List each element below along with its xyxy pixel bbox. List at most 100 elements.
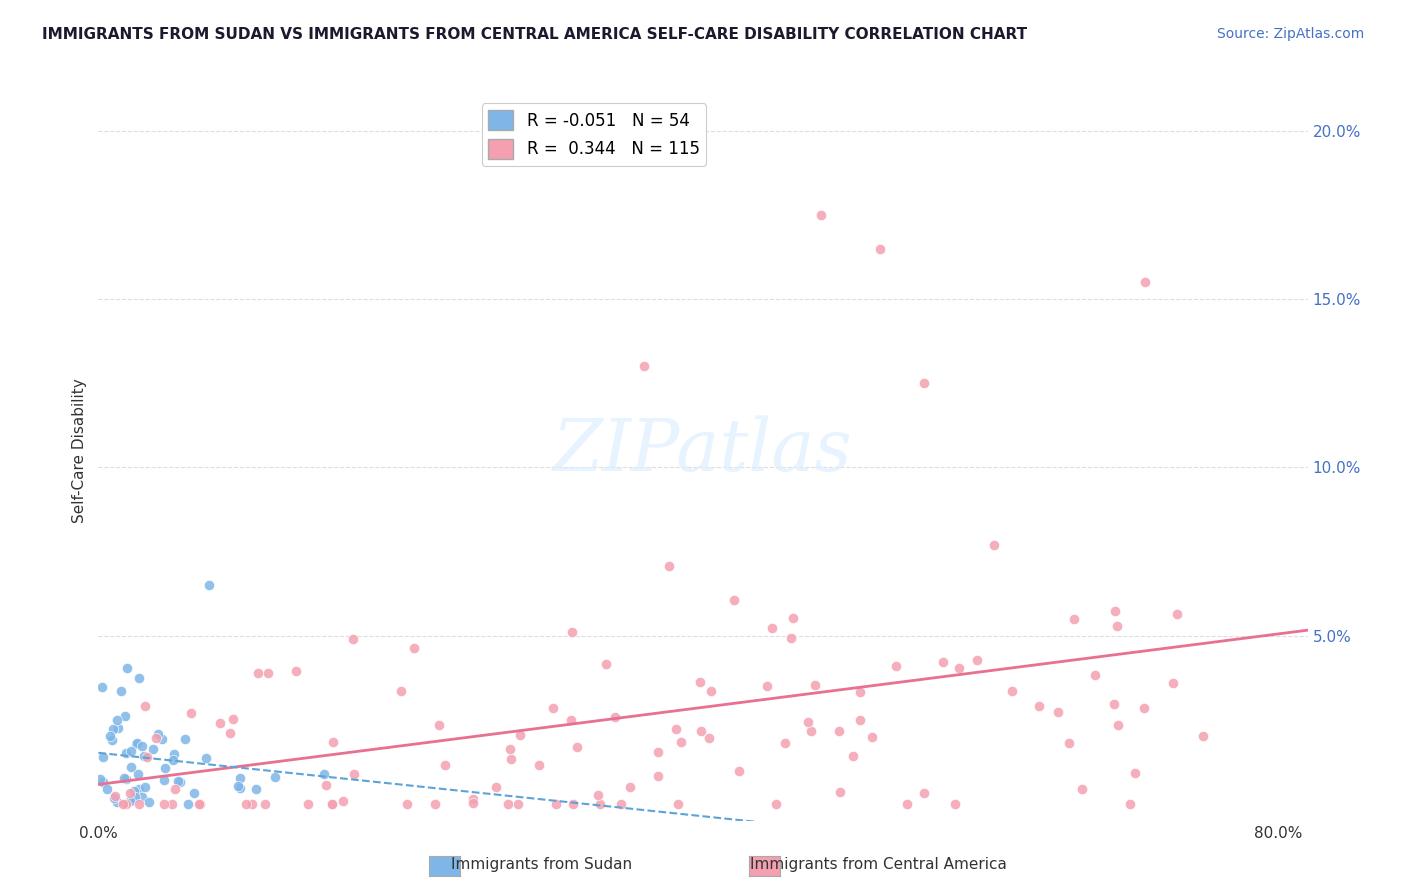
Text: Immigrants from Central America: Immigrants from Central America	[751, 857, 1007, 872]
Point	[761, 621, 783, 635]
Point	[1123, 765, 1146, 780]
Point	[869, 242, 891, 256]
Point	[177, 797, 200, 811]
Point	[242, 797, 264, 811]
Point	[782, 611, 804, 625]
Point	[765, 797, 787, 811]
Point	[665, 722, 688, 736]
Point	[256, 666, 278, 681]
Point	[128, 797, 150, 811]
Point	[658, 558, 681, 573]
Text: Source: ZipAtlas.com: Source: ZipAtlas.com	[1216, 27, 1364, 41]
Point	[162, 797, 184, 811]
Point	[120, 760, 142, 774]
Point	[138, 795, 160, 809]
Point	[180, 706, 202, 720]
Text: ZIPatlas: ZIPatlas	[553, 415, 853, 486]
Point	[125, 736, 148, 750]
Point	[560, 713, 582, 727]
Point	[1135, 275, 1157, 289]
Point	[141, 742, 163, 756]
Point	[498, 742, 520, 756]
Point	[152, 772, 174, 787]
Point	[114, 708, 136, 723]
Point	[561, 797, 583, 811]
Point	[198, 578, 221, 592]
Point	[112, 797, 135, 811]
Point	[187, 797, 209, 811]
Point	[828, 723, 851, 738]
Point	[1105, 618, 1128, 632]
Y-axis label: Self-Care Disability: Self-Care Disability	[72, 378, 87, 523]
Point	[860, 731, 883, 745]
Point	[689, 723, 711, 738]
Point	[848, 713, 870, 727]
Point	[896, 797, 918, 811]
Point	[124, 737, 146, 751]
Point	[115, 772, 138, 786]
Point	[264, 770, 287, 784]
Point	[433, 758, 456, 772]
Point	[332, 794, 354, 808]
Point	[221, 712, 243, 726]
Point	[245, 781, 267, 796]
Point	[395, 797, 418, 811]
Point	[115, 797, 138, 811]
Point	[110, 683, 132, 698]
Point	[120, 744, 142, 758]
Point	[115, 661, 138, 675]
Point	[104, 789, 127, 803]
Point	[127, 767, 149, 781]
Point	[1104, 604, 1126, 618]
Point	[208, 716, 231, 731]
Point	[1119, 797, 1142, 811]
Point	[527, 758, 550, 772]
Point	[89, 772, 111, 786]
Point	[254, 797, 277, 811]
Point	[983, 538, 1005, 552]
Point	[586, 789, 609, 803]
Point	[966, 653, 988, 667]
Point	[633, 359, 655, 374]
Point	[124, 790, 146, 805]
Point	[461, 792, 484, 806]
Point	[153, 797, 176, 811]
Point	[886, 658, 908, 673]
Point	[425, 797, 447, 811]
Point	[128, 781, 150, 796]
Point	[849, 685, 872, 699]
Point	[567, 739, 589, 754]
Point	[321, 797, 343, 811]
Point	[1001, 684, 1024, 698]
Point	[112, 771, 135, 785]
Point	[155, 760, 177, 774]
Point	[165, 782, 187, 797]
Point	[229, 780, 252, 795]
Point	[803, 678, 825, 692]
Point	[810, 208, 832, 222]
Point	[589, 797, 612, 811]
Point	[1104, 697, 1126, 711]
Point	[135, 750, 157, 764]
Point	[128, 671, 150, 685]
Point	[114, 746, 136, 760]
Point	[91, 775, 114, 789]
Point	[666, 797, 689, 811]
Point	[1166, 607, 1188, 621]
Point	[98, 729, 121, 743]
Point	[595, 657, 617, 672]
Point	[132, 748, 155, 763]
Point	[1161, 676, 1184, 690]
Point	[134, 780, 156, 794]
Point	[561, 625, 583, 640]
Point	[402, 640, 425, 655]
Point	[101, 723, 124, 737]
Point	[146, 727, 169, 741]
Point	[800, 723, 823, 738]
Point	[229, 771, 252, 785]
Point	[619, 780, 641, 795]
Text: Immigrants from Sudan: Immigrants from Sudan	[451, 857, 631, 872]
Point	[150, 732, 173, 747]
Point	[145, 731, 167, 745]
Point	[131, 789, 153, 804]
